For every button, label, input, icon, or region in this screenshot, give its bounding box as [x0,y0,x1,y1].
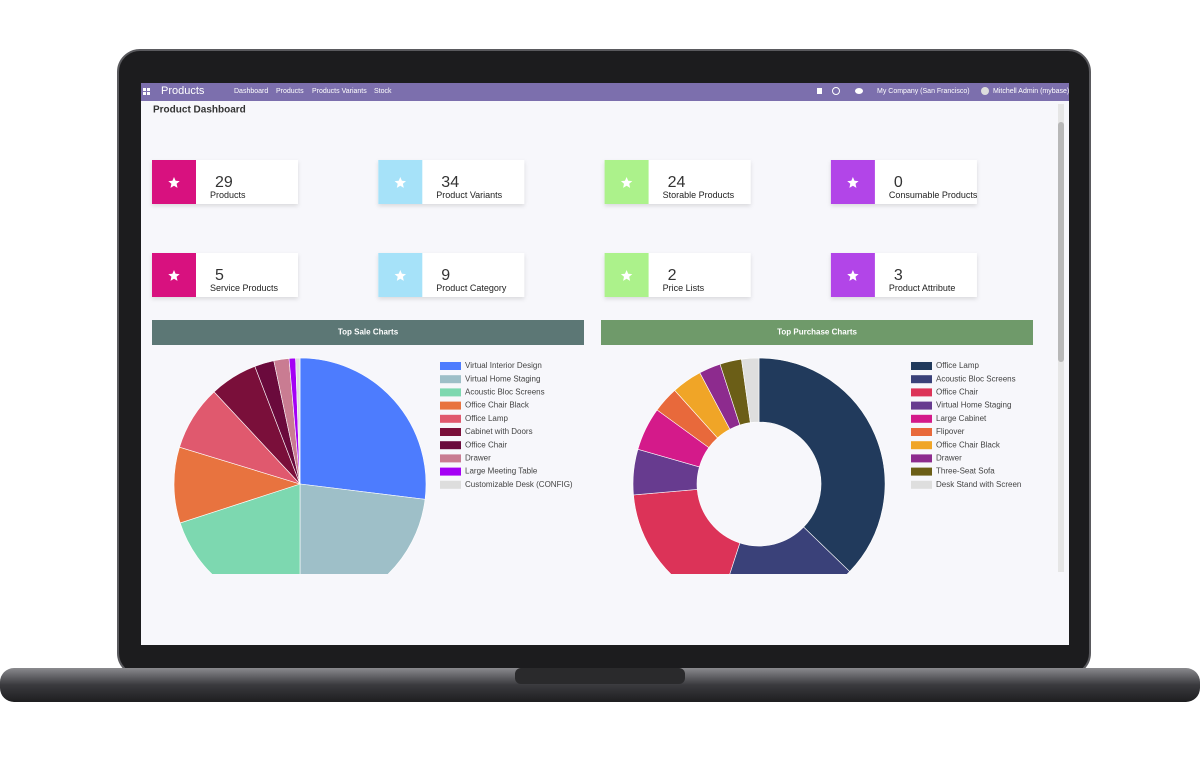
card-value: 34 [441,174,459,191]
legend-swatch [440,467,461,476]
legend-label: Large Meeting Table [465,467,538,476]
legend-label: Customizable Desk (CONFIG) [465,480,573,489]
pie-slice [179,483,301,574]
legend-label: Office Chair [465,440,507,449]
card-label: Product Category [436,283,507,293]
chart-header [152,320,584,345]
chart-title: Top Purchase Charts [777,328,857,337]
menu-item[interactable]: Products [276,88,304,95]
legend-label: Office Chair Black [936,440,1001,449]
card-label: Product Attribute [889,283,956,293]
menu-item[interactable]: Products Variants [312,88,367,95]
card-value: 2 [668,267,677,284]
star-icon [168,177,180,188]
legend-label: Acoustic Bloc Screens [465,388,545,397]
chart-plot [173,357,427,574]
legend-swatch [440,428,461,436]
legend-swatch [440,388,461,397]
star-icon [394,177,406,188]
legend-label: Virtual Interior Design [465,361,542,370]
legend-swatch [911,375,932,384]
legend-swatch [911,480,932,489]
doughnut-slice [758,357,886,572]
legend-label: Virtual Home Staging [465,374,540,383]
legend-swatch [911,467,932,476]
app-name[interactable]: Products [161,85,205,97]
legend-swatch [440,441,461,450]
legend-label: Drawer [465,454,491,463]
card-label: Product Variants [436,190,502,200]
card-value: 3 [894,267,903,284]
pie-slice [295,357,301,485]
menu-item[interactable]: Dashboard [234,88,268,95]
apps-icon[interactable] [143,88,150,95]
legend-label: Flipover [936,427,965,436]
star-icon [620,270,633,281]
card-value: 5 [215,267,224,284]
legend-swatch [911,388,932,397]
legend-label: Drawer [936,454,962,463]
page-title: Product Dashboard [153,105,246,116]
pie-slice [299,357,427,500]
legend-swatch [440,454,461,463]
card-label: Consumable Products [889,190,978,200]
doughnut-slice [741,357,760,423]
chart-title: Top Sale Charts [338,328,399,337]
star-icon [394,270,406,281]
card-value: 24 [668,174,686,191]
company-switcher[interactable]: My Company (San Francisco) [877,88,970,95]
legend-swatch [911,362,932,370]
legend-swatch [440,480,461,489]
legend-swatch [440,375,461,384]
bug-icon[interactable] [817,88,822,94]
legend-swatch [911,428,932,436]
legend-swatch [911,454,932,463]
card-value: 29 [215,174,233,191]
user-avatar[interactable] [981,87,989,95]
card-value: 0 [894,174,903,191]
messages-icon[interactable] [855,88,863,94]
card-label: Storable Products [663,190,735,200]
legend-label: Cabinet with Doors [465,427,533,436]
legend-label: Office Lamp [465,414,509,423]
legend-label: Large Cabinet [936,414,987,423]
legend-label: Office Chair Black [465,401,530,410]
legend-swatch [911,441,932,450]
legend-swatch [911,414,932,423]
star-icon [847,177,859,188]
chart-header [601,320,1033,345]
legend-swatch [440,401,461,410]
legend-label: Office Chair [936,388,978,397]
doughnut-slice [729,526,851,574]
activity-icon[interactable] [832,87,840,95]
legend-label: Acoustic Bloc Screens [936,374,1016,383]
legend-label: Office Lamp [936,361,980,370]
legend-label: Three-Seat Sofa [936,467,995,476]
card-label: Price Lists [663,283,705,293]
scrollbar-thumb[interactable] [1058,122,1064,362]
legend-swatch [911,401,932,410]
legend-label: Desk Stand with Screen [936,480,1021,489]
legend-swatch [440,414,461,423]
legend-swatch [440,362,461,370]
card-label: Products [210,190,246,200]
card-value: 9 [441,267,450,284]
star-icon [847,270,859,281]
star-icon [620,177,633,188]
card-label: Service Products [210,283,279,293]
chart-plot [632,357,886,574]
laptop-base [0,668,1200,702]
pie-slice [299,483,426,574]
user-menu[interactable]: Mitchell Admin (mybase) [993,88,1069,95]
laptop-notch [515,668,685,684]
star-icon [168,270,180,281]
legend-label: Virtual Home Staging [936,401,1011,410]
menu-item[interactable]: Stock [374,88,392,95]
